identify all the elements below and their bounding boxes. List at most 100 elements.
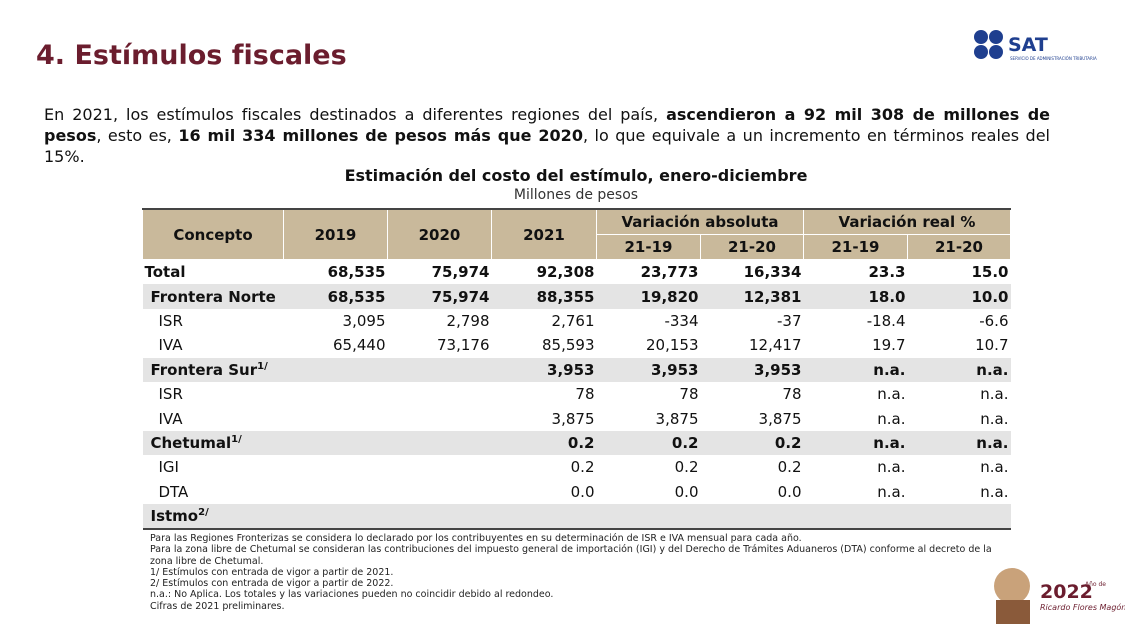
table-cell: 20,153 <box>646 336 699 355</box>
table-cell: 15.0 <box>971 263 1009 282</box>
row-label: ISR <box>143 382 284 406</box>
header-group-cell: Variación real % <box>803 208 1011 235</box>
table-body: Total 68,535 75,974 92,308 23,773 16,334 23.3 1… <box>142 260 1011 531</box>
table-cell: n.a. <box>907 357 1011 382</box>
table-cell: 0.2 <box>596 430 701 456</box>
table-cell <box>388 480 492 504</box>
row-label-text: Chetumal <box>150 433 232 452</box>
table-title: Estimación del costo del estímulo, enero… <box>344 166 808 185</box>
row-label: Total <box>143 260 284 285</box>
table-cell <box>596 503 701 531</box>
row-label: Istmo2/ <box>142 503 284 531</box>
row-label-text: IGI <box>158 458 179 477</box>
intro-segment: 16 mil 334 millones de pesos más que 202… <box>178 126 583 145</box>
table-cell: 73,176 <box>437 336 490 355</box>
table-cell <box>284 406 388 430</box>
table-row: Frontera Norte 68,535 75,974 88,355 19,820 12… <box>142 284 1011 309</box>
table-cell: 12,417 <box>749 336 802 355</box>
table-row: IVA 3,875 3,875 3,875 n.a. n.a. <box>143 406 1011 430</box>
logo-dot <box>989 30 1003 44</box>
header-cell: 2020 <box>387 208 492 260</box>
table-cell: 92,308 <box>536 263 595 282</box>
table-cell: 2,798 <box>446 311 490 330</box>
table-cell: 10.0 <box>907 284 1011 309</box>
table-cell <box>803 503 908 531</box>
table-cell: 12,381 <box>700 284 804 309</box>
table-subtitle: Millones de pesos <box>513 187 639 203</box>
table-cell <box>700 503 804 531</box>
row-label: IGI <box>143 455 284 479</box>
header-cell: 21-20 <box>907 234 1011 260</box>
header-cell: Concepto <box>142 208 284 260</box>
row-label-text: Istmo <box>150 507 199 526</box>
table-row: Frontera Sur1/3,953 3,953 3,953 n.a. n.a. <box>142 357 1011 382</box>
badge-name: Ricardo Flores Magón <box>1040 602 1125 612</box>
table-cell: 3,953 <box>491 357 597 382</box>
table-row: ISR 78 78 78 n.a. n.a. <box>143 382 1011 406</box>
row-label-text: Total <box>144 263 186 282</box>
table-cell: 75,974 <box>431 263 490 282</box>
table-cell <box>388 382 492 406</box>
table-cell: 10.7 <box>975 336 1009 355</box>
table-cell <box>491 503 597 531</box>
table-cell: 3,875 <box>655 409 699 428</box>
table-cell: 3,875 <box>758 409 802 428</box>
table-cell: n.a. <box>980 409 1009 428</box>
footnote-marker: 2/ <box>198 507 209 519</box>
table-cell: 0.2 <box>777 458 802 477</box>
logo-dot <box>974 30 988 44</box>
table-cell <box>283 503 388 531</box>
table-cell: n.a. <box>877 482 906 501</box>
intro-segment: , lo que equivale a un incremento en tér… <box>44 126 1050 166</box>
table-cell: n.a. <box>877 409 906 428</box>
table-cell: 0.2 <box>700 430 804 456</box>
slide-title: 4. Estímulos fiscales <box>36 40 347 71</box>
table-row: IGI 0.2 0.2 0.2 n.a. n.a. <box>143 455 1011 479</box>
table-head: Concepto 2019 2020 2021 Variación absolu… <box>142 208 1011 260</box>
logo-dot <box>974 45 988 59</box>
row-label-text: ISR <box>158 311 183 330</box>
table-cell: 65,440 <box>333 336 386 355</box>
row-label: DTA <box>143 480 284 504</box>
table-row: IVA 65,440 73,176 85,593 20,153 12,417 19.7 10.… <box>143 333 1011 357</box>
logo-dot <box>989 45 1003 59</box>
table-cell: 75,974 <box>387 284 492 309</box>
portrait-body <box>996 600 1030 624</box>
table-cell: 19,820 <box>596 284 701 309</box>
table-cell: 3,095 <box>342 311 386 330</box>
table-cell: 23,773 <box>640 263 699 282</box>
footnotes: Para las Regiones Fronterizas se conside… <box>150 533 1006 612</box>
table-cell <box>283 357 388 382</box>
sat-logo: SAT SERVICIO DE ADMINISTRACIÓN TRIBUTARI… <box>974 30 1097 61</box>
table-cell: 0.2 <box>674 458 699 477</box>
table-row: Total 68,535 75,974 92,308 23,773 16,334 23.3 1… <box>143 260 1011 285</box>
footnote: Cifras de 2021 preliminares. <box>150 600 285 612</box>
table-cell: -37 <box>777 311 802 330</box>
table-cell: n.a. <box>980 482 1009 501</box>
row-label: IVA <box>143 333 284 357</box>
table-cell: 0.0 <box>570 482 595 501</box>
header-row: Concepto 2019 2020 2021 Variación absolu… <box>142 208 1011 260</box>
footnote-marker: 1/ <box>257 360 268 372</box>
table-cell: 19.7 <box>872 336 906 355</box>
table-cell: n.a. <box>980 385 1009 404</box>
table-cell: n.a. <box>877 385 906 404</box>
header-group-cell: Variación absoluta <box>596 208 804 235</box>
footnote-marker: 1/ <box>231 433 242 445</box>
table-cell <box>387 430 492 456</box>
table-cell: 2,761 <box>551 311 595 330</box>
table-cell: n.a. <box>907 430 1011 456</box>
footnote: n.a.: No Aplica. Los totales y las varia… <box>150 589 554 601</box>
row-label-text: DTA <box>158 482 189 501</box>
table-cell: 0.2 <box>491 430 597 456</box>
anniversary-badge: 2022 Año de Ricardo Flores Magón <box>994 568 1125 624</box>
table-cell <box>388 455 492 479</box>
header-cell: 2019 <box>283 208 388 260</box>
row-label-text: ISR <box>158 385 183 404</box>
table-cell: 78 <box>575 385 595 404</box>
footnote: 2/ Estímulos con entrada de vigor a part… <box>150 578 394 590</box>
intro-paragraph: En 2021, los estímulos fiscales destinad… <box>44 104 1050 167</box>
table-cell: 3,953 <box>596 357 701 382</box>
logo-subtitle: SERVICIO DE ADMINISTRACIÓN TRIBUTARIA <box>1010 56 1097 61</box>
